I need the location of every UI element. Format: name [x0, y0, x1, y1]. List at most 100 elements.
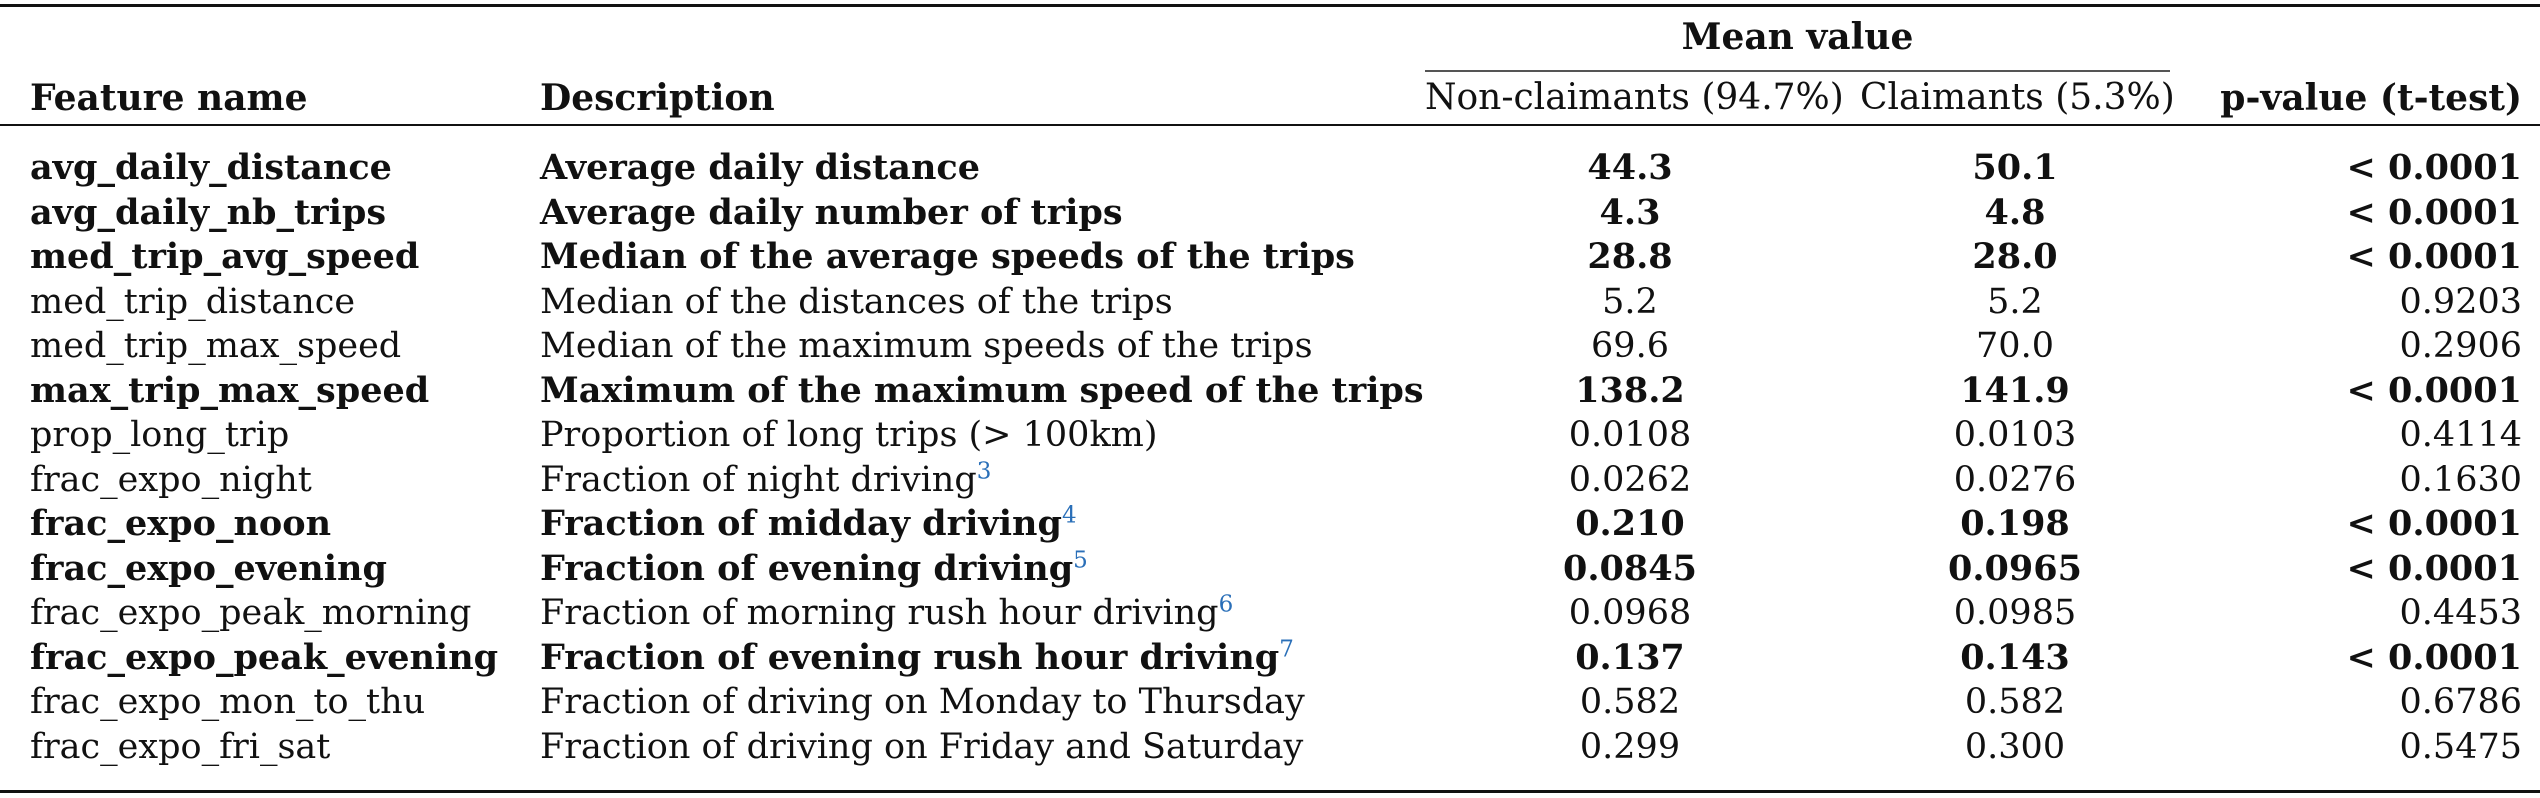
non-claimants-mean-cell: 0.0262 [1568, 459, 1692, 500]
feature-name-cell: frac_expo_mon_to_thu [30, 682, 426, 722]
claimants-mean-cell: 0.0276 [1953, 459, 2077, 500]
description-cell: Maximum of the maximum speed of the trip… [540, 369, 1424, 414]
description-cell: Fraction of morning rush hour driving6 [540, 591, 1233, 636]
claimants-mean-cell: 0.143 [1960, 636, 2070, 678]
non-claimants-mean-cell: 44.3 [1587, 147, 1673, 188]
footnote-link[interactable]: 7 [1279, 635, 1294, 662]
description-text: Median of the distances of the trips [540, 281, 1173, 322]
description-cell: Average daily distance [540, 146, 980, 191]
table-row: med_trip_distance Median of the distances… [0, 280, 2540, 325]
table-row: med_trip_max_speed Median of the maximum … [0, 324, 2540, 369]
description-text: Fraction of night driving [540, 459, 977, 500]
feature-name-cell: frac_expo_peak_evening [30, 636, 499, 678]
header-non-claimants: Non-claimants (94.7%) [1425, 77, 1844, 118]
description-text: Proportion of long trips (> 100km) [540, 415, 1158, 455]
feature-name-cell: frac_expo_peak_morning [30, 593, 472, 633]
description-text: Fraction of driving on Monday to Thursda… [540, 682, 1305, 722]
claimants-mean-cell: 141.9 [1960, 369, 2070, 411]
p-value-cell: 0.4453 [2399, 593, 2522, 633]
header-description: Description [540, 77, 775, 119]
description-text: Median of the average speeds of the trip… [540, 236, 1355, 277]
p-value-cell: 0.6786 [2399, 682, 2522, 722]
footnote-link[interactable]: 5 [1073, 546, 1088, 573]
description-text: Average daily number of trips [540, 191, 1123, 233]
description-cell: Median of the distances of the trips [540, 280, 1173, 325]
table-row: frac_expo_evening Fraction of evening dri… [0, 547, 2540, 592]
table-header-rule [0, 124, 2540, 126]
description-cell: Average daily number of trips [540, 191, 1123, 236]
claimants-mean-cell: 0.300 [1964, 726, 2066, 767]
feature-name-cell: frac_expo_fri_sat [30, 726, 331, 767]
p-value-cell: < 0.0001 [2346, 147, 2522, 188]
non-claimants-mean-cell: 0.0968 [1568, 593, 1692, 633]
description-cell: Fraction of evening driving5 [540, 547, 1088, 592]
p-value-cell: 0.4114 [2399, 415, 2522, 455]
p-value-cell: 0.9203 [2399, 281, 2522, 322]
claimants-mean-cell: 4.8 [1984, 191, 2046, 233]
claimants-mean-cell: 5.2 [1987, 281, 2043, 322]
table-row: max_trip_max_speed Maximum of the maximum… [0, 369, 2540, 414]
p-value-cell: < 0.0001 [2346, 236, 2522, 277]
table-row: frac_expo_peak_morning Fraction of mornin… [0, 591, 2540, 636]
description-cell: Fraction of night driving3 [540, 458, 991, 503]
footnote-link[interactable]: 6 [1218, 591, 1234, 618]
header-feature-name: Feature name [30, 77, 308, 119]
non-claimants-mean-cell: 0.582 [1579, 682, 1681, 722]
feature-name-cell: med_trip_max_speed [30, 326, 402, 366]
p-value-cell: < 0.0001 [2346, 636, 2522, 678]
description-text: Average daily distance [540, 147, 980, 188]
mean-value-group-header: Mean value [1681, 16, 1914, 58]
description-text: Fraction of morning rush hour driving [540, 593, 1219, 633]
description-cell: Proportion of long trips (> 100km) [540, 413, 1158, 458]
table-row: avg_daily_distance Average daily distance… [0, 146, 2540, 191]
description-text: Fraction of driving on Friday and Saturd… [540, 726, 1304, 767]
table-row: frac_expo_night Fraction of night driving… [0, 458, 2540, 503]
claimants-mean-cell: 50.1 [1972, 147, 2058, 188]
footnote-link[interactable]: 3 [976, 457, 992, 484]
description-cell: Fraction of evening rush hour driving7 [540, 636, 1294, 681]
table-row: frac_expo_peak_evening Fraction of evenin… [0, 636, 2540, 681]
feature-name-cell: med_trip_distance [30, 281, 356, 322]
non-claimants-mean-cell: 0.137 [1575, 636, 1685, 678]
feature-name-cell: frac_expo_evening [30, 547, 387, 589]
description-cell: Fraction of driving on Friday and Saturd… [540, 725, 1303, 770]
feature-name-cell: max_trip_max_speed [30, 369, 430, 411]
claimants-mean-cell: 0.198 [1960, 503, 2070, 544]
claimants-mean-cell: 0.0985 [1953, 593, 2077, 633]
table-row: frac_expo_noon Fraction of midday driving… [0, 502, 2540, 547]
description-text: Fraction of midday driving [540, 503, 1062, 544]
feature-name-cell: frac_expo_noon [30, 503, 332, 544]
table-row: frac_expo_fri_sat Fraction of driving on … [0, 725, 2540, 770]
description-text: Fraction of evening rush hour driving [540, 636, 1280, 678]
non-claimants-mean-cell: 0.0845 [1563, 547, 1697, 589]
table-row: frac_expo_mon_to_thu Fraction of driving … [0, 680, 2540, 725]
description-cell: Fraction of midday driving4 [540, 502, 1077, 547]
description-cell: Fraction of driving on Monday to Thursda… [540, 680, 1305, 725]
non-claimants-mean-cell: 0.299 [1579, 726, 1681, 767]
claimants-mean-cell: 28.0 [1972, 236, 2058, 277]
table-body: avg_daily_distance Average daily distance… [0, 146, 2540, 769]
non-claimants-mean-cell: 28.8 [1587, 236, 1673, 277]
claimants-mean-cell: 0.582 [1964, 682, 2066, 722]
p-value-cell: < 0.0001 [2346, 369, 2522, 411]
claimants-mean-cell: 0.0103 [1953, 415, 2077, 455]
p-value-cell: < 0.0001 [2346, 503, 2522, 544]
table-bottom-rule [0, 790, 2540, 793]
feature-name-cell: med_trip_avg_speed [30, 236, 420, 277]
description-text: Median of the maximum speeds of the trip… [540, 326, 1313, 366]
table-row: prop_long_trip Proportion of long trips (… [0, 413, 2540, 458]
p-value-cell: < 0.0001 [2346, 191, 2522, 233]
non-claimants-mean-cell: 0.210 [1575, 503, 1685, 544]
description-text: Fraction of evening driving [540, 547, 1074, 589]
table-row: med_trip_avg_speed Median of the average … [0, 235, 2540, 280]
non-claimants-mean-cell: 4.3 [1599, 191, 1661, 233]
table-top-rule [0, 4, 2540, 7]
claimants-mean-cell: 70.0 [1976, 326, 2054, 366]
p-value-cell: 0.1630 [2399, 459, 2522, 500]
feature-name-cell: avg_daily_nb_trips [30, 191, 387, 233]
footnote-link[interactable]: 4 [1061, 502, 1077, 529]
non-claimants-mean-cell: 0.0108 [1568, 415, 1692, 455]
description-text: Maximum of the maximum speed of the trip… [540, 369, 1424, 411]
p-value-cell: < 0.0001 [2346, 547, 2522, 589]
